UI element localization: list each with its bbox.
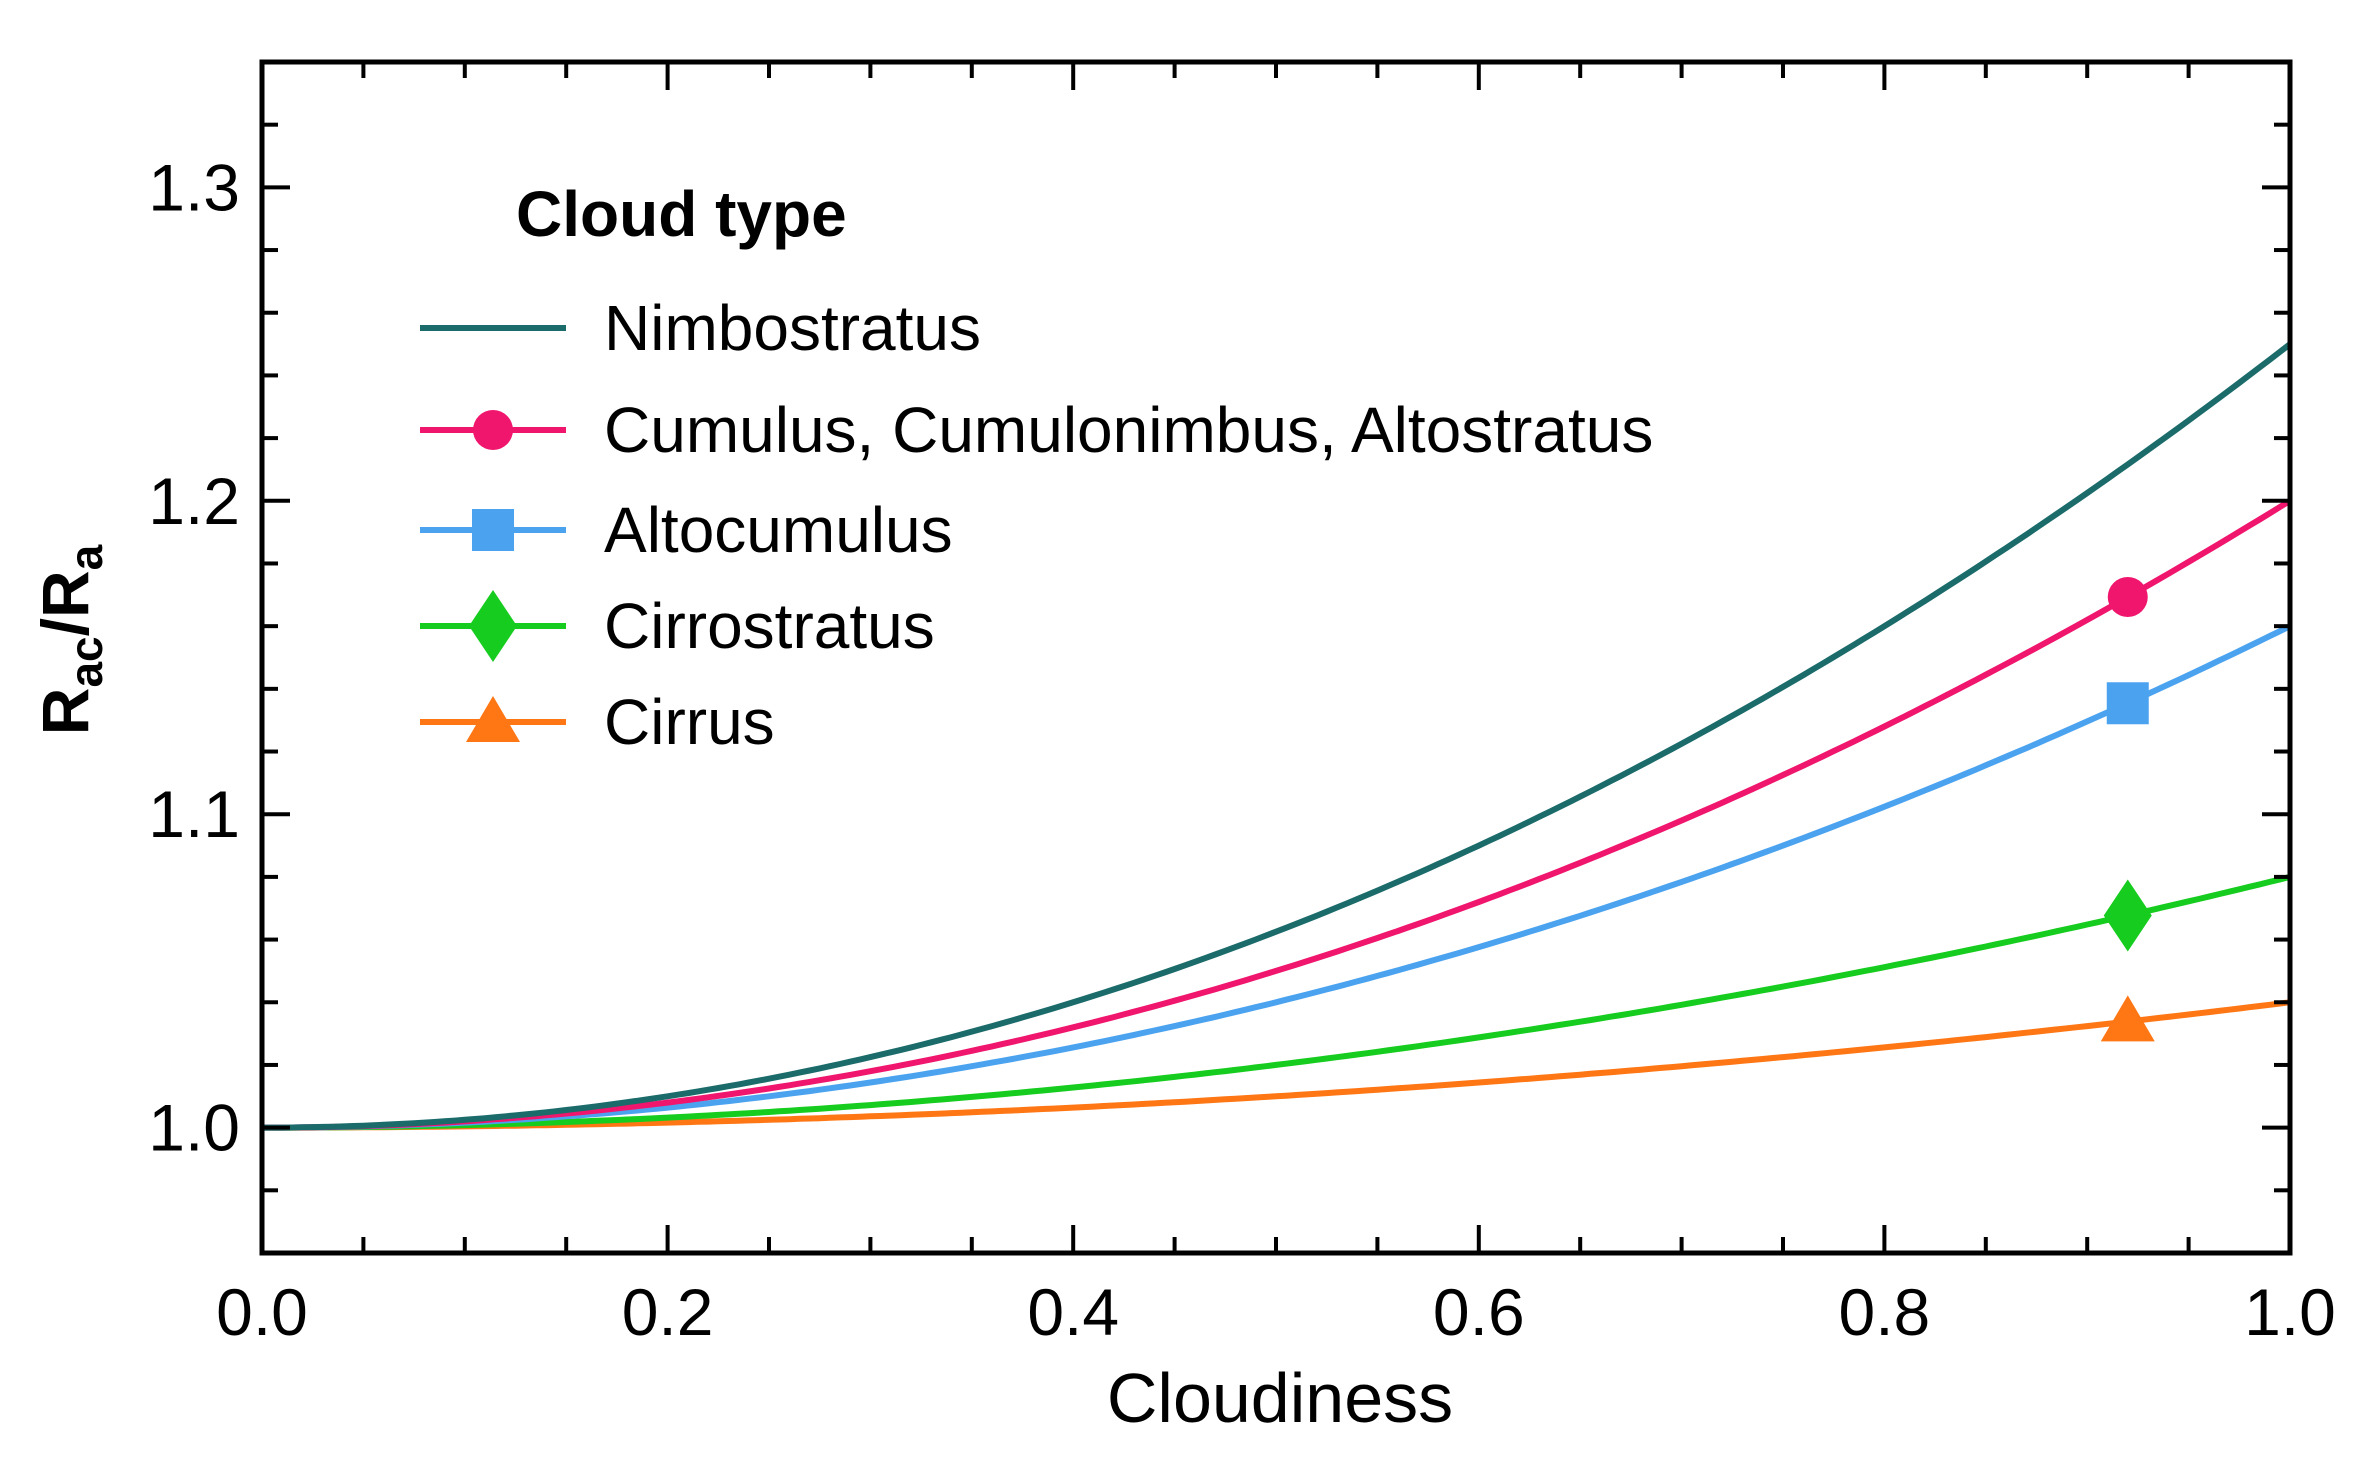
x-axis-title: Cloudiness	[1107, 1359, 1453, 1437]
legend-label-cirrostratus: Cirrostratus	[604, 590, 935, 662]
plot-layer	[262, 341, 2292, 1131]
legend-marker-cumulus-cumulonimbus-altostratus	[473, 410, 513, 450]
y-axis-title: Rac/Ra	[28, 544, 112, 735]
legend-label-nimbostratus: Nimbostratus	[604, 292, 981, 364]
data-marker-cirrus	[2100, 995, 2155, 1042]
x-tick-label: 0.4	[1027, 1275, 1119, 1349]
legend-marker-cirrostratus	[469, 590, 517, 662]
legend-label-altocumulus: Altocumulus	[604, 494, 953, 566]
data-marker-cumulus-cumulonimbus-altostratus	[2107, 577, 2148, 618]
legend-title: Cloud type	[516, 178, 847, 250]
x-tick-label: 1.0	[2244, 1275, 2336, 1349]
series-line-cumulus-cumulonimbus-altostratus	[262, 498, 2292, 1131]
x-tick-label: 0.6	[1433, 1275, 1525, 1349]
legend-label-cirrus: Cirrus	[604, 686, 775, 758]
y-tick-label: 1.0	[148, 1091, 240, 1165]
x-tick-label: 0.0	[216, 1275, 308, 1349]
series-line-altocumulus	[262, 623, 2292, 1131]
y-tick-label: 1.3	[148, 150, 240, 224]
legend-items: Nimbostratus Cumulus, Cumulonimbus, Altos…	[420, 292, 1653, 758]
y-tick-label: 1.2	[148, 464, 240, 538]
series-line-cirrostratus	[262, 873, 2291, 1131]
series-line-cirrus	[262, 999, 2291, 1131]
series-line-nimbostratus	[262, 341, 2292, 1131]
data-marker-altocumulus	[2106, 682, 2149, 725]
y-tick-label: 1.1	[148, 777, 240, 851]
legend-marker-cirrus	[466, 696, 520, 742]
axes-layer: 0.0 0.2 0.4 0.6 0.8 1.0 1.0 1.1 1.2 1.3	[148, 59, 2336, 1349]
legend-marker-altocumulus	[472, 509, 514, 551]
legend-label-cumulus-cumulonimbus-altostratus: Cumulus, Cumulonimbus, Altostratus	[604, 394, 1653, 466]
x-tick-label: 0.2	[622, 1275, 714, 1349]
x-tick-label: 0.8	[1839, 1275, 1931, 1349]
legend: Cloud type Nimbostratus Cumulus, Cumuloni…	[420, 178, 1653, 758]
data-marker-cirrostratus	[2103, 879, 2152, 952]
